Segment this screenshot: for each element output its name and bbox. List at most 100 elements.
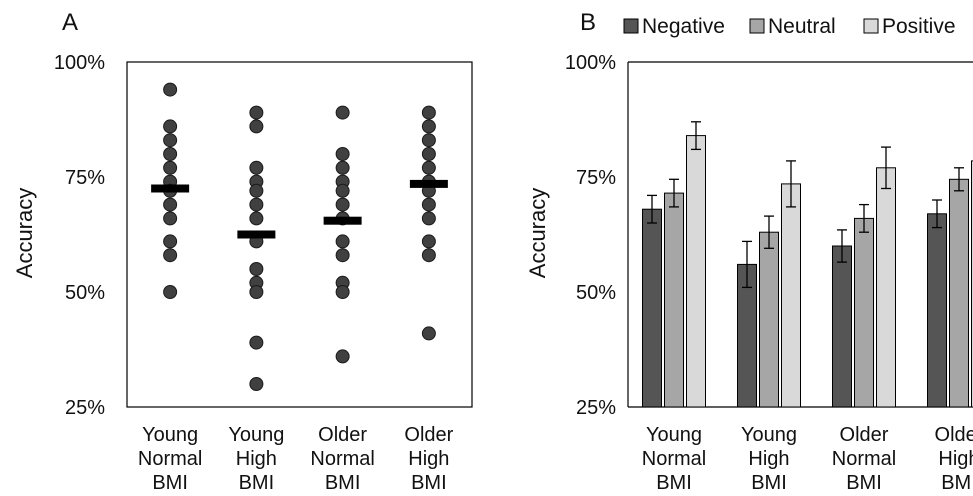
data-point	[249, 335, 264, 350]
panel-b-legend: Negative Neutral Positive	[623, 15, 956, 38]
data-point	[249, 211, 264, 226]
x-tick-label: High	[236, 448, 277, 470]
data-point	[249, 197, 264, 212]
bar-negative	[642, 208, 662, 408]
panel-a-means	[151, 179, 448, 239]
data-point	[163, 211, 178, 226]
data-point	[163, 285, 178, 299]
mean-marker	[151, 184, 190, 193]
data-point	[163, 248, 178, 263]
bar-positive	[686, 135, 706, 408]
data-point	[335, 285, 350, 299]
legend-swatch-positive	[863, 18, 879, 34]
panel-b-label: B	[580, 9, 596, 36]
bar-neutral	[949, 178, 969, 408]
panel-a-x-tick-labels: YoungNormalBMIYoungHighBMIOlderNormalBMI…	[138, 424, 454, 494]
data-point	[249, 160, 264, 175]
data-point	[335, 183, 350, 198]
mean-marker	[323, 216, 362, 225]
panel-a-label: A	[62, 9, 78, 36]
mean-marker	[237, 230, 276, 239]
x-tick-label: BMI	[656, 472, 692, 494]
data-point	[421, 248, 436, 263]
legend-swatch-neutral	[749, 18, 765, 34]
data-point	[421, 234, 436, 249]
y-tick-label: 100%	[54, 52, 105, 74]
data-point	[335, 349, 350, 364]
panel-b-x-tick-labels: YoungNormalBMIYoungHighBMIOlderNormalBMI…	[642, 424, 973, 494]
x-tick-label: Normal	[138, 448, 202, 470]
y-tick-label: 75%	[576, 167, 616, 189]
x-tick-label: Normal	[310, 448, 374, 470]
data-point	[421, 119, 436, 134]
x-tick-label: BMI	[239, 472, 275, 494]
panel-a-points	[163, 82, 436, 391]
data-point	[335, 197, 350, 212]
bar-positive	[781, 183, 801, 408]
x-tick-label: BMI	[751, 472, 787, 494]
data-point	[421, 147, 436, 161]
panel-b: B Negative Neutral Positive Accuracy 25% 50…	[525, 9, 973, 494]
x-tick-label: Normal	[642, 448, 706, 470]
panel-b-y-ticks: 25% 50% 75% 100%	[565, 52, 616, 419]
panel-b-bars	[642, 121, 973, 408]
data-point	[335, 147, 350, 161]
data-point	[335, 160, 350, 175]
data-point	[163, 147, 178, 161]
bar-neutral	[854, 217, 874, 408]
data-point	[249, 105, 264, 120]
bar-positive	[971, 160, 973, 408]
data-point	[335, 105, 350, 120]
x-tick-label: Normal	[832, 448, 896, 470]
data-point	[421, 105, 436, 120]
x-tick-label: Young	[646, 424, 702, 446]
x-tick-label: High	[938, 448, 973, 470]
panel-a-plot-frame	[126, 61, 473, 408]
bar-negative	[832, 245, 852, 408]
bar-positive	[876, 167, 896, 408]
y-tick-label: 25%	[65, 397, 105, 419]
panel-b-y-axis-label: Accuracy	[525, 188, 550, 278]
bar-negative	[927, 213, 947, 408]
x-tick-label: Older	[935, 424, 973, 446]
y-tick-label: 100%	[565, 52, 616, 74]
legend-swatch-negative	[623, 18, 639, 34]
data-point	[421, 133, 436, 148]
y-tick-label: 25%	[576, 397, 616, 419]
y-tick-label: 75%	[65, 167, 105, 189]
data-point	[421, 326, 436, 341]
data-point	[249, 377, 264, 391]
panel-a-y-axis-label: Accuracy	[12, 188, 37, 278]
y-tick-label: 50%	[65, 282, 105, 304]
mean-marker	[409, 179, 448, 188]
legend-label-negative: Negative	[642, 15, 725, 38]
legend-label-positive: Positive	[882, 15, 956, 38]
x-tick-label: Older	[318, 424, 367, 446]
data-point	[163, 234, 178, 249]
x-tick-label: Young	[228, 424, 284, 446]
data-point	[249, 285, 264, 299]
x-tick-label: BMI	[846, 472, 882, 494]
x-tick-label: BMI	[325, 472, 361, 494]
data-point	[421, 160, 436, 175]
x-tick-label: Older	[404, 424, 453, 446]
x-tick-label: BMI	[941, 472, 973, 494]
data-point	[421, 211, 436, 226]
x-tick-label: High	[408, 448, 449, 470]
y-tick-label: 50%	[576, 282, 616, 304]
panel-a-y-ticks: 25% 50% 75% 100%	[54, 52, 105, 419]
data-point	[249, 119, 264, 134]
data-point	[421, 197, 436, 212]
data-point	[163, 82, 178, 97]
data-point	[335, 248, 350, 263]
data-point	[163, 197, 178, 212]
data-point	[249, 262, 264, 276]
data-point	[163, 133, 178, 148]
x-tick-label: Young	[142, 424, 198, 446]
x-tick-label: Young	[741, 424, 797, 446]
data-point	[163, 119, 178, 134]
data-point	[163, 160, 178, 175]
data-point	[249, 183, 264, 198]
legend-label-neutral: Neutral	[768, 15, 836, 38]
